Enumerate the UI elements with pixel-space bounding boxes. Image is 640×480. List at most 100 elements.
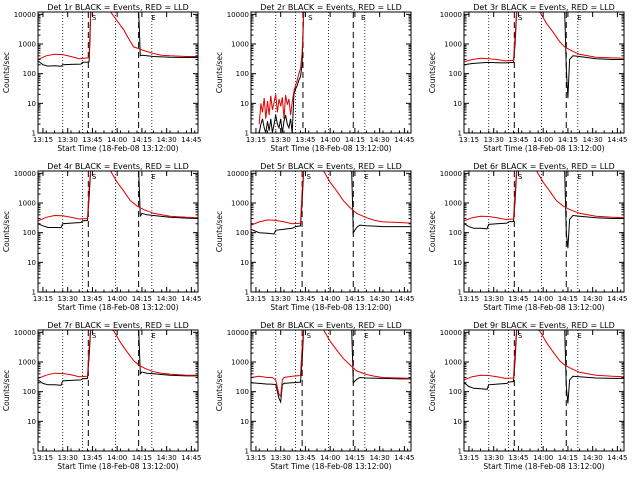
y-tick-label: 1 bbox=[245, 289, 249, 297]
plot-frame bbox=[463, 170, 625, 293]
series-line-events bbox=[464, 12, 624, 99]
series-line-lld bbox=[38, 12, 198, 60]
y-tick-label: 1000 bbox=[444, 359, 462, 367]
panel-title: Det 5r BLACK = Events, RED = LLD bbox=[260, 162, 402, 171]
plot-frame bbox=[37, 329, 199, 452]
plot-frame bbox=[463, 329, 625, 452]
segment-marker-label: E bbox=[577, 173, 581, 181]
series-line-events bbox=[464, 330, 624, 404]
segment-marker-label: E bbox=[151, 173, 155, 181]
y-tick-label: 1000 bbox=[444, 200, 462, 208]
y-tick-label: 10000 bbox=[227, 11, 249, 19]
x-tick-label: 14:30 bbox=[583, 136, 603, 144]
x-axis-label: Start Time (18-Feb-08 13:12:00) bbox=[483, 303, 604, 312]
x-tick-label: 13:45 bbox=[508, 295, 528, 303]
x-tick-label: 14:15 bbox=[132, 454, 152, 462]
series-line-events bbox=[251, 330, 411, 404]
x-tick-label: 14:45 bbox=[394, 454, 414, 462]
x-tick-label: 13:45 bbox=[82, 136, 102, 144]
y-tick-label: 1000 bbox=[231, 359, 249, 367]
x-tick-label: 14:30 bbox=[157, 136, 177, 144]
x-tick-label: 13:30 bbox=[58, 295, 78, 303]
segment-marker-label: E bbox=[151, 14, 155, 22]
x-tick-label: 14:45 bbox=[607, 136, 627, 144]
segment-marker-label: S bbox=[307, 173, 312, 181]
plot-frame bbox=[37, 11, 199, 134]
x-tick-label: 14:15 bbox=[558, 295, 578, 303]
segment-marker-label: S bbox=[518, 332, 523, 340]
y-tick-label: 100 bbox=[449, 70, 462, 78]
segment-marker-label: E bbox=[577, 332, 581, 340]
x-tick-label: 14:45 bbox=[181, 454, 201, 462]
x-tick-label: 14:30 bbox=[370, 136, 390, 144]
series-line-events bbox=[38, 330, 198, 386]
series-line-lld bbox=[464, 12, 624, 63]
x-tick-label: 13:30 bbox=[484, 295, 504, 303]
x-tick-label: 14:45 bbox=[181, 295, 201, 303]
x-tick-label: 13:30 bbox=[484, 454, 504, 462]
y-tick-label: 1000 bbox=[18, 359, 36, 367]
x-tick-label: 14:30 bbox=[370, 295, 390, 303]
y-tick-label: 10 bbox=[240, 259, 249, 267]
x-tick-label: 13:30 bbox=[58, 454, 78, 462]
x-axis-label: Start Time (18-Feb-08 13:12:00) bbox=[483, 144, 604, 153]
chart-panel: Det 4r BLACK = Events, RED = LLD Start Ti… bbox=[2, 162, 201, 312]
y-tick-label: 10 bbox=[453, 100, 462, 108]
y-tick-label: 1 bbox=[245, 448, 249, 456]
x-axis-label: Start Time (18-Feb-08 13:12:00) bbox=[57, 303, 178, 312]
panel-title: Det 8r BLACK = Events, RED = LLD bbox=[260, 321, 402, 330]
y-tick-label: 10000 bbox=[14, 170, 36, 178]
y-tick-label: 100 bbox=[236, 229, 249, 237]
x-tick-label: 14:00 bbox=[533, 136, 553, 144]
series-line-lld bbox=[464, 330, 624, 381]
y-tick-label: 10 bbox=[27, 259, 36, 267]
panel-title: Det 7r BLACK = Events, RED = LLD bbox=[47, 321, 189, 330]
chart-panel: Det 9r BLACK = Events, RED = LLD Start Ti… bbox=[428, 321, 627, 471]
x-tick-label: 14:15 bbox=[558, 454, 578, 462]
segment-marker-label: S bbox=[307, 332, 312, 340]
series-line-events bbox=[251, 171, 411, 235]
x-tick-label: 14:30 bbox=[583, 454, 603, 462]
x-tick-label: 14:45 bbox=[607, 295, 627, 303]
x-tick-label: 13:45 bbox=[508, 454, 528, 462]
y-axis-label: Counts/sec bbox=[2, 211, 11, 252]
series-line-lld bbox=[251, 330, 411, 398]
plot-frame bbox=[250, 170, 412, 293]
y-tick-label: 1000 bbox=[444, 41, 462, 49]
x-tick-label: 14:00 bbox=[533, 295, 553, 303]
x-tick-label: 13:45 bbox=[82, 295, 102, 303]
y-axis-label: Counts/sec bbox=[2, 52, 11, 93]
plot-frame bbox=[37, 170, 199, 293]
x-tick-label: 13:45 bbox=[295, 454, 315, 462]
y-tick-label: 100 bbox=[23, 388, 36, 396]
segment-marker-label: S bbox=[308, 14, 313, 22]
segment-marker-label: E bbox=[151, 332, 155, 340]
y-tick-label: 1000 bbox=[231, 41, 249, 49]
panel-title: Det 6r BLACK = Events, RED = LLD bbox=[473, 162, 615, 171]
y-tick-label: 10000 bbox=[14, 11, 36, 19]
x-tick-label: 14:00 bbox=[107, 454, 127, 462]
x-tick-label: 14:15 bbox=[132, 295, 152, 303]
series-line-events bbox=[38, 12, 198, 67]
y-tick-label: 1 bbox=[32, 289, 36, 297]
x-tick-label: 14:00 bbox=[320, 136, 340, 144]
y-tick-label: 10 bbox=[27, 100, 36, 108]
plot-frame bbox=[463, 11, 625, 134]
y-tick-label: 1 bbox=[458, 289, 462, 297]
x-tick-label: 14:00 bbox=[107, 136, 127, 144]
y-tick-label: 1 bbox=[245, 130, 249, 138]
x-axis-label: Start Time (18-Feb-08 13:12:00) bbox=[57, 462, 178, 471]
x-tick-label: 14:30 bbox=[157, 295, 177, 303]
y-axis-label: Counts/sec bbox=[2, 370, 11, 411]
plot-frame bbox=[250, 11, 412, 134]
x-tick-label: 13:15 bbox=[459, 295, 479, 303]
y-tick-label: 1000 bbox=[18, 200, 36, 208]
y-tick-label: 100 bbox=[236, 388, 249, 396]
x-tick-label: 13:45 bbox=[295, 295, 315, 303]
y-tick-label: 1 bbox=[32, 448, 36, 456]
y-tick-label: 10 bbox=[240, 100, 249, 108]
y-tick-label: 1000 bbox=[231, 200, 249, 208]
x-tick-label: 14:45 bbox=[394, 136, 414, 144]
segment-marker-label: E bbox=[577, 14, 581, 22]
chart-panel: Det 3r BLACK = Events, RED = LLD Start Ti… bbox=[428, 3, 627, 153]
